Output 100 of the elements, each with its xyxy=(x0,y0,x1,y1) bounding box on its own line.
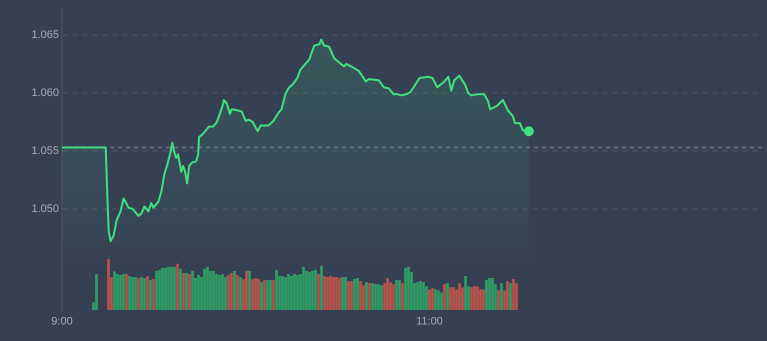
bar xyxy=(446,283,449,310)
bar xyxy=(236,274,239,310)
bar xyxy=(359,281,362,310)
bar xyxy=(233,270,236,310)
bar xyxy=(422,282,425,310)
bar xyxy=(293,274,296,310)
bar xyxy=(254,278,257,310)
bar xyxy=(458,283,461,310)
bar xyxy=(257,279,260,310)
bar xyxy=(479,289,482,310)
bar xyxy=(155,270,158,310)
bar xyxy=(407,266,410,310)
bar xyxy=(425,286,428,310)
bar xyxy=(263,280,266,310)
bar xyxy=(320,266,323,310)
bar xyxy=(152,279,155,310)
bar xyxy=(482,289,485,310)
bar xyxy=(173,266,176,310)
bar xyxy=(158,270,161,310)
bar xyxy=(230,272,233,310)
x-tick-label: 11:00 xyxy=(416,316,443,328)
bar xyxy=(125,274,128,310)
bar xyxy=(197,274,200,310)
bar xyxy=(404,268,407,310)
bar xyxy=(371,283,374,310)
bar xyxy=(329,276,332,310)
bar xyxy=(380,285,383,310)
bar xyxy=(470,287,473,310)
bar xyxy=(164,268,167,310)
bar xyxy=(239,277,242,310)
bar xyxy=(284,277,287,310)
bar xyxy=(314,270,317,310)
bar xyxy=(389,282,392,310)
bar xyxy=(515,283,518,310)
bar xyxy=(401,283,404,310)
bar xyxy=(377,284,380,310)
bar xyxy=(137,278,140,310)
bar xyxy=(209,270,212,310)
bar xyxy=(290,276,293,310)
bar xyxy=(296,274,299,310)
bar xyxy=(398,280,401,310)
bar xyxy=(179,268,182,310)
bar xyxy=(308,272,311,310)
bar xyxy=(452,287,455,310)
x-tick-label: 9:00 xyxy=(51,316,73,328)
bar xyxy=(272,280,275,310)
bar xyxy=(386,278,389,310)
bar xyxy=(218,274,221,310)
bar xyxy=(461,287,464,310)
bar xyxy=(191,270,194,310)
bar xyxy=(206,266,209,310)
bar xyxy=(443,284,446,310)
bar xyxy=(326,277,329,310)
bar xyxy=(335,277,338,310)
bar xyxy=(140,277,143,310)
bar xyxy=(374,284,377,310)
bar xyxy=(332,277,335,310)
y-tick-label: 1.050 xyxy=(31,202,59,215)
bar xyxy=(356,278,359,310)
bar xyxy=(431,288,434,310)
y-tick-label: 1.060 xyxy=(31,87,59,100)
bar xyxy=(428,289,431,310)
bar xyxy=(485,280,488,310)
bar xyxy=(362,285,365,310)
bar xyxy=(287,274,290,310)
bar xyxy=(497,290,500,310)
bar xyxy=(134,277,137,310)
bar xyxy=(188,274,191,310)
bar xyxy=(509,283,512,310)
bar xyxy=(131,277,134,310)
bar xyxy=(269,280,272,310)
bar xyxy=(305,270,308,310)
bar xyxy=(341,277,344,310)
bar xyxy=(266,280,269,310)
bar xyxy=(302,266,305,310)
bar xyxy=(392,284,395,310)
bar xyxy=(251,279,254,310)
bar xyxy=(161,268,164,310)
bar xyxy=(464,276,467,310)
bar xyxy=(476,286,479,310)
bar xyxy=(215,274,218,310)
bar xyxy=(119,274,122,310)
bar xyxy=(275,270,278,310)
bar xyxy=(347,281,350,310)
bar xyxy=(221,274,224,310)
bar xyxy=(113,271,116,310)
bar xyxy=(311,270,314,310)
bar xyxy=(449,287,452,310)
bar xyxy=(491,278,494,310)
y-tick-label: 1.055 xyxy=(31,144,59,157)
y-tick-label: 1.065 xyxy=(31,29,59,42)
bar xyxy=(473,286,476,310)
bar xyxy=(500,283,503,310)
bar xyxy=(365,282,368,310)
bar xyxy=(506,281,509,310)
bar xyxy=(395,280,398,310)
bar xyxy=(512,279,515,310)
bar xyxy=(350,281,353,310)
bar xyxy=(128,276,131,310)
bar xyxy=(224,277,227,310)
